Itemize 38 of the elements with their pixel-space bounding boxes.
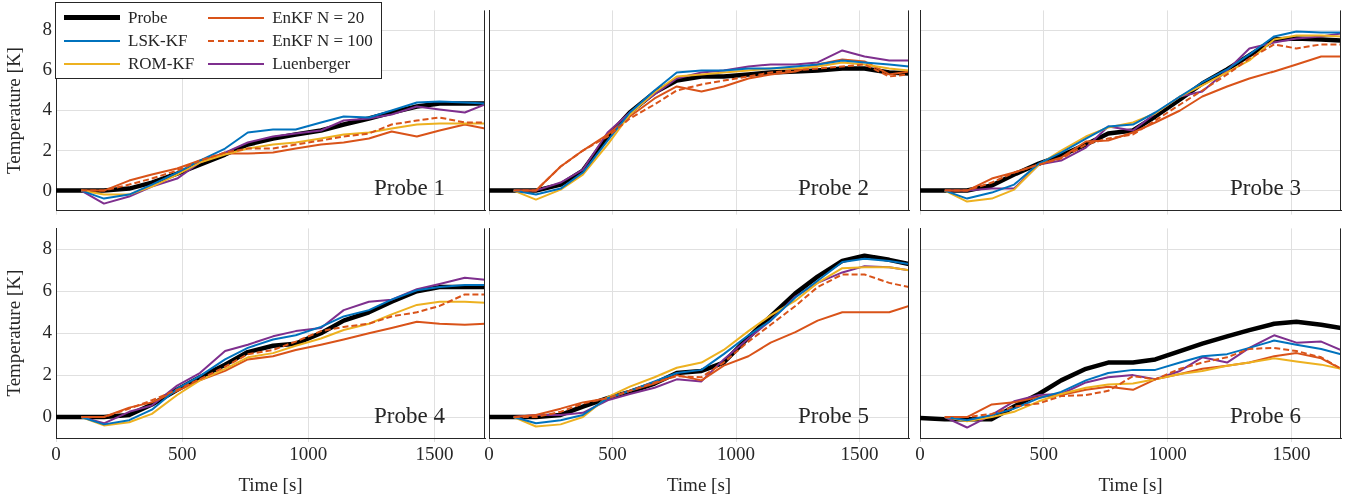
y-tick-label: 0: [42, 178, 52, 200]
annotation: Probe 3: [1230, 175, 1301, 201]
x-tick-label: 1500: [415, 443, 454, 465]
x-tick-label: 0: [915, 443, 925, 465]
x-axis-title: Time [s]: [666, 473, 732, 495]
y-tick-label: 6: [42, 279, 52, 301]
annotation: Probe 4: [374, 402, 446, 428]
legend-label: EnKF N = 20: [272, 7, 365, 29]
y-tick-label: 4: [42, 98, 53, 120]
legend-label: EnKF N = 100: [272, 30, 373, 52]
legend-label: Probe: [128, 7, 168, 29]
y-tick-label: 2: [42, 138, 52, 160]
annotation: Probe 5: [798, 402, 869, 428]
legend-label: ROM-KF: [128, 53, 195, 75]
x-tick-label: 500: [598, 443, 627, 465]
x-tick-label: 1000: [289, 443, 328, 465]
x-tick-label: 0: [484, 443, 494, 465]
annotation: Probe 6: [1230, 402, 1301, 428]
x-axis-title: Time [s]: [1098, 473, 1163, 495]
y-axis-title: Temperature [K]: [3, 47, 25, 174]
x-tick-label: 1000: [1148, 443, 1187, 465]
x-tick-label: 1000: [717, 443, 756, 465]
x-axis-title: Time [s]: [238, 473, 303, 495]
x-tick-label: 500: [167, 443, 197, 465]
x-tick-label: 500: [1029, 443, 1059, 465]
x-tick-label: 1500: [1272, 443, 1311, 465]
y-axis-title: Temperature [K]: [3, 269, 25, 397]
y-tick-label: 8: [42, 237, 52, 259]
x-tick-label: 1500: [840, 443, 879, 465]
y-tick-label: 2: [42, 363, 52, 385]
legend-label: Luenberger: [272, 53, 351, 75]
y-tick-label: 4: [42, 321, 53, 343]
y-tick-label: 0: [42, 405, 52, 427]
annotation: Probe 2: [798, 175, 869, 201]
legend-label: LSK-KF: [128, 30, 188, 52]
y-tick-label: 8: [42, 18, 52, 40]
y-tick-label: 6: [42, 58, 52, 80]
annotation: Probe 1: [374, 175, 445, 201]
